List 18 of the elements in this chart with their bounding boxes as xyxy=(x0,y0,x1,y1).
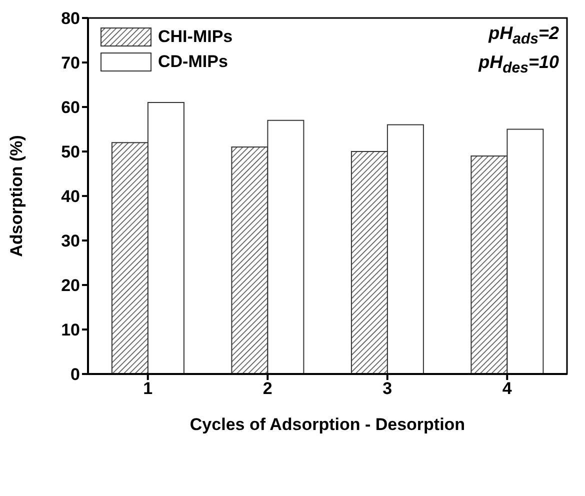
y-tick-label: 60 xyxy=(61,98,80,118)
annotation-text: pH$_{ads}$=2 pH$_{des}$=10 xyxy=(478,22,559,78)
x-axis-title: Cycles of Adsorption - Desorption xyxy=(190,415,466,434)
y-tick-label: 80 xyxy=(61,9,80,28)
x-tick-label: 4 xyxy=(502,379,512,398)
legend-label: CHI-MIPs xyxy=(158,26,233,48)
legend-label: CD-MIPs xyxy=(158,51,228,73)
x-tick-label: 2 xyxy=(262,379,272,398)
y-tick-label: 20 xyxy=(61,276,80,296)
y-tick-label: 10 xyxy=(61,320,80,340)
x-tick-label: 3 xyxy=(382,379,392,398)
x-tick-label: 1 xyxy=(143,379,153,398)
y-tick-label: 40 xyxy=(61,187,80,206)
y-tick-label: 30 xyxy=(61,232,80,251)
y-tick-label: 50 xyxy=(61,142,80,162)
y-axis-title: Adsorption (%) xyxy=(7,135,26,257)
y-tick-label: 70 xyxy=(61,54,80,73)
y-tick-label: 0 xyxy=(70,365,80,384)
